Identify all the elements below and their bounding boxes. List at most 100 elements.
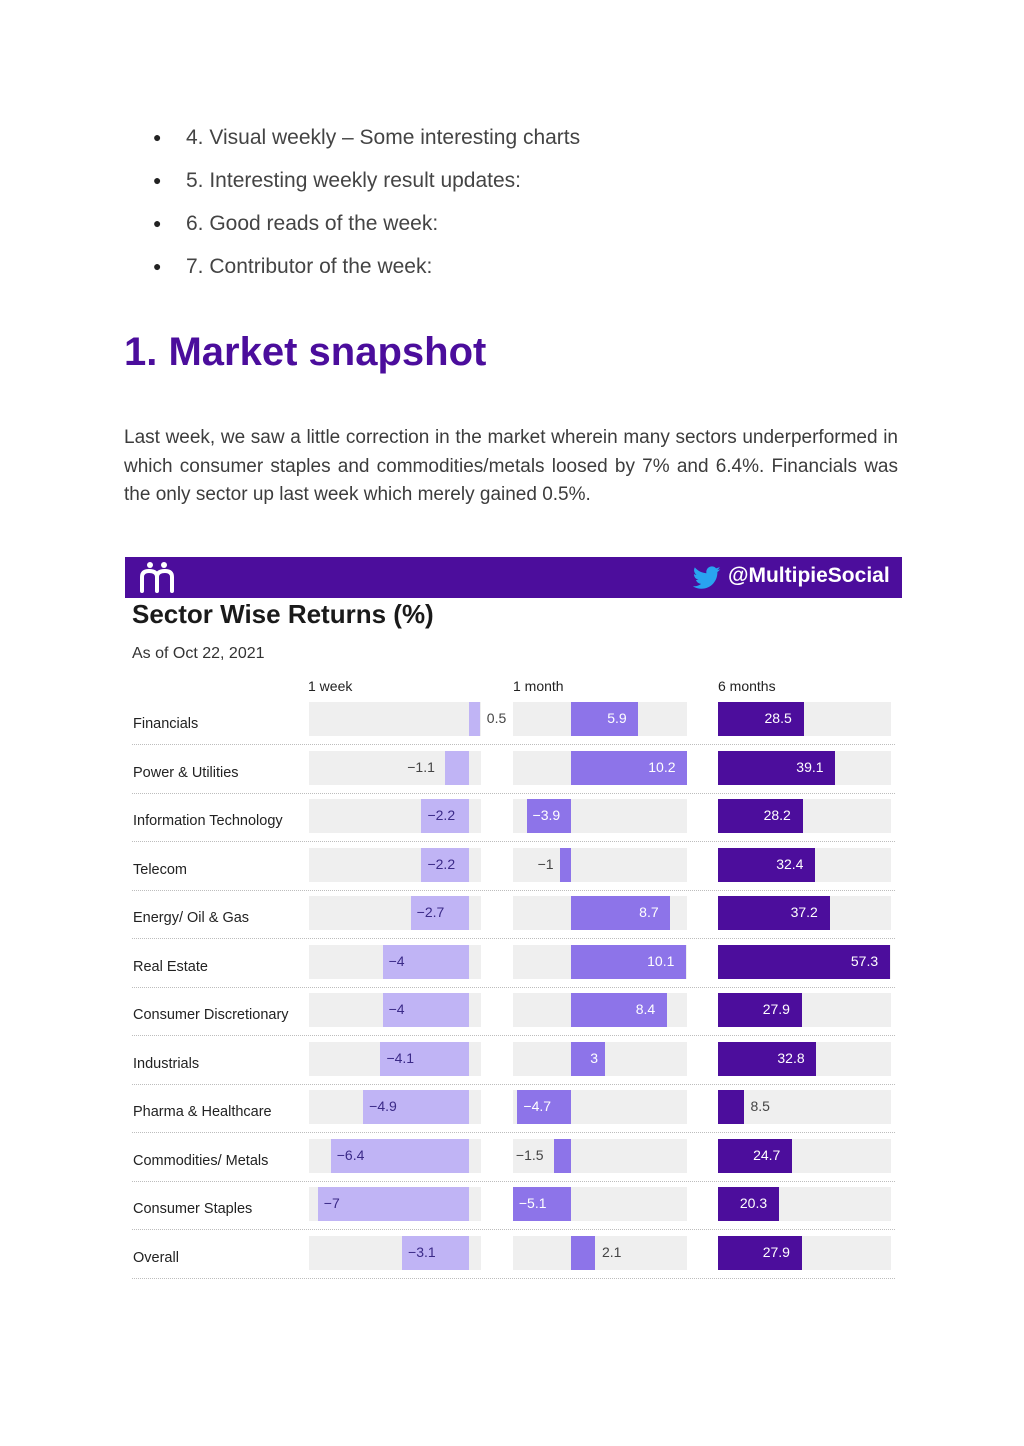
toc-item[interactable]: ● 6. Good reads of the week:: [150, 202, 580, 245]
data-label: −4.1: [386, 1049, 415, 1066]
bar: [571, 1235, 595, 1270]
sector-label: Power & Utilities: [133, 764, 239, 781]
column-header-6-months: 6 months: [718, 678, 776, 694]
data-label: 57.3: [850, 952, 879, 969]
row-divider: [132, 1083, 895, 1085]
data-label: 37.2: [790, 904, 818, 920]
table-row: Industrials −4.1 3 32.8: [125, 1041, 902, 1090]
sector-label: Consumer Staples: [133, 1201, 253, 1217]
bar: [718, 993, 802, 1027]
bullet-icon: ●: [153, 172, 162, 188]
table-row: Overall −3.1 2.1 27.9: [125, 1235, 902, 1284]
bar-track: [513, 847, 687, 882]
data-label: 10.2: [648, 758, 676, 775]
sector-label: Overall: [133, 1249, 179, 1266]
data-label: 5.9: [607, 710, 627, 726]
data-label: −2.2: [427, 807, 456, 823]
data-label: 8.7: [639, 904, 659, 920]
bar-track: [513, 1138, 687, 1173]
twitter-handle[interactable]: @MultipieSocial: [728, 564, 890, 587]
bar: [382, 993, 469, 1027]
bar: [380, 1041, 469, 1076]
table-row: Real Estate −4 10.1 57.3: [125, 944, 902, 993]
row-divider: [132, 1180, 895, 1182]
bar: [317, 1187, 469, 1221]
data-label: 20.3: [739, 1195, 768, 1211]
bar: [421, 847, 469, 882]
data-label: −3.1: [408, 1243, 436, 1260]
bar: [445, 750, 469, 785]
bullet-icon: ●: [153, 129, 162, 145]
sector-label: Consumer Discretionary: [133, 1007, 289, 1023]
table-row: Consumer Discretionary −4 8.4 27.9: [125, 993, 902, 1041]
data-label: 27.9: [762, 1243, 790, 1260]
bar: [718, 944, 890, 979]
bar: [571, 944, 687, 979]
bar: [571, 896, 671, 930]
bar: [718, 1041, 817, 1076]
row-divider: [132, 1132, 895, 1133]
sector-label: Pharma & Healthcare: [133, 1104, 272, 1120]
data-label: −4.7: [523, 1098, 552, 1114]
data-label: 24.7: [753, 1146, 781, 1163]
toc-item[interactable]: ● 7. Contributor of the week:: [150, 245, 580, 288]
bar: [363, 1090, 469, 1124]
data-label: −6.4: [336, 1146, 365, 1163]
sector-returns-chart: @MultipieSocial Sector Wise Returns (%) …: [125, 557, 902, 1279]
data-label: −2.7: [416, 904, 445, 920]
data-label: 39.1: [796, 758, 824, 775]
sector-label: Commodities/ Metals: [133, 1152, 269, 1169]
data-label: −4: [388, 1001, 405, 1017]
data-label: −1.1: [407, 758, 435, 775]
bar: [402, 1235, 469, 1270]
bar-track: [513, 1235, 687, 1270]
bar: [526, 799, 571, 833]
data-label: 32.8: [777, 1049, 805, 1066]
table-row: Pharma & Healthcare −4.9 −4.7 8.5: [125, 1090, 902, 1138]
bar: [517, 1090, 571, 1124]
data-label: 32.4: [776, 855, 804, 872]
bar: [718, 799, 803, 833]
row-divider: [132, 1229, 895, 1230]
data-label: −7: [323, 1195, 340, 1211]
chart-banner: @MultipieSocial: [125, 557, 902, 598]
bar: [382, 944, 469, 979]
table-row: Telecom −2.2 −1 32.4: [125, 847, 902, 896]
toc-item[interactable]: ● 5. Interesting weekly result updates:: [150, 159, 580, 202]
chart-subtitle: As of Oct 22, 2021: [132, 645, 265, 662]
bar: [330, 1138, 469, 1173]
sector-label: Real Estate: [133, 958, 208, 975]
data-label: −4: [388, 952, 405, 969]
data-label: 2.1: [601, 1243, 622, 1260]
table-row: Commodities/ Metals −6.4 −1.5 24.7: [125, 1138, 902, 1187]
sector-label: Industrials: [133, 1055, 200, 1072]
bar: [718, 1187, 779, 1221]
data-label: 0.5: [486, 710, 507, 726]
table-row: Energy/ Oil & Gas −2.7 8.7 37.2: [125, 896, 902, 944]
data-label: 8.4: [635, 1001, 656, 1017]
data-label: 27.9: [762, 1001, 790, 1017]
bar: [571, 702, 639, 736]
table-row: Consumer Staples −7 −5.1 20.3: [125, 1187, 902, 1235]
bar-track: [718, 1090, 891, 1124]
sector-label: Energy/ Oil & Gas: [133, 910, 250, 926]
data-label: −1.5: [515, 1146, 544, 1163]
bar: [410, 896, 469, 930]
column-header-1-month: 1 month: [513, 678, 564, 694]
data-label: −4.9: [369, 1098, 397, 1114]
bar: [512, 1187, 571, 1221]
row-divider: [132, 1035, 895, 1036]
table-row: Information Technology −2.2 −3.9 28.2: [125, 799, 902, 847]
bullet-icon: ●: [153, 258, 162, 274]
data-label: −5.1: [518, 1195, 547, 1211]
bar: [718, 847, 816, 882]
multipie-logo: [140, 562, 174, 593]
row-divider: [132, 841, 895, 842]
bar: [718, 896, 830, 930]
twitter-icon: [693, 566, 721, 589]
body-paragraph: Last week, we saw a little correction in…: [124, 427, 898, 505]
row-divider: [132, 744, 895, 745]
bar: [571, 993, 667, 1027]
sector-label: Telecom: [133, 861, 187, 878]
toc-item[interactable]: ● 4. Visual weekly – Some interesting cha…: [150, 116, 580, 159]
